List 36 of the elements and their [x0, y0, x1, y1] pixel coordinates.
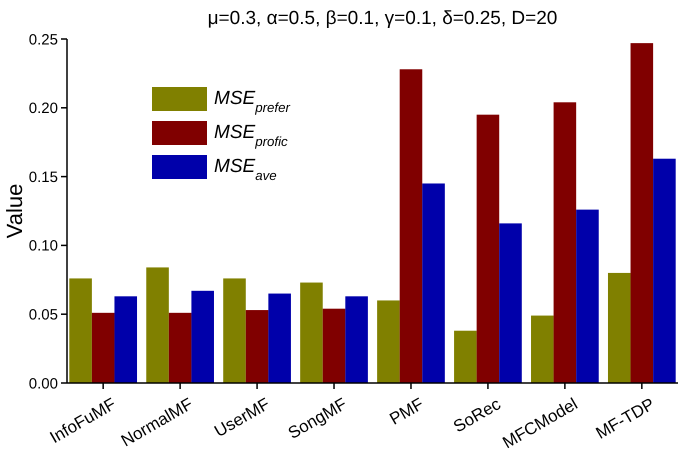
x-tick-label: PMF	[386, 394, 427, 429]
y-tick-label: 0.05	[28, 306, 58, 324]
bar	[576, 210, 599, 383]
y-tick-label: 0.20	[28, 100, 58, 118]
y-tick-label: 0.15	[28, 168, 58, 186]
bar	[608, 272, 631, 383]
bar	[322, 308, 346, 383]
bar	[422, 183, 445, 383]
y-tick-label: 0.25	[28, 31, 58, 48]
legend-label: MSE$_{profic}$	[214, 122, 288, 148]
bar	[92, 312, 114, 383]
bar	[345, 296, 368, 383]
bar	[499, 223, 522, 383]
bar	[223, 278, 246, 383]
bar	[69, 278, 92, 383]
legend-label: MSE$_{ave}$	[214, 156, 277, 182]
bar	[168, 312, 192, 383]
bar	[300, 282, 323, 383]
bar	[114, 296, 138, 383]
bar	[400, 69, 422, 383]
y-tick-label: 0.10	[28, 238, 58, 255]
legend-label: MSE$_{prefer}$	[214, 88, 290, 114]
bar	[246, 310, 268, 383]
bar	[476, 114, 500, 383]
bar	[377, 300, 400, 383]
bar	[554, 102, 576, 383]
bar	[146, 267, 169, 383]
y-tick-label: 0.00	[28, 375, 58, 392]
bar	[653, 158, 676, 383]
bar	[191, 290, 214, 383]
bar	[531, 316, 554, 383]
bar	[630, 43, 654, 383]
chart-title: μ=0.3, α=0.5, β=0.1, γ=0.1, δ=0.25, D=20	[208, 8, 558, 29]
bar	[454, 330, 477, 383]
y-axis-title: Value	[2, 184, 27, 238]
bar	[268, 294, 291, 383]
